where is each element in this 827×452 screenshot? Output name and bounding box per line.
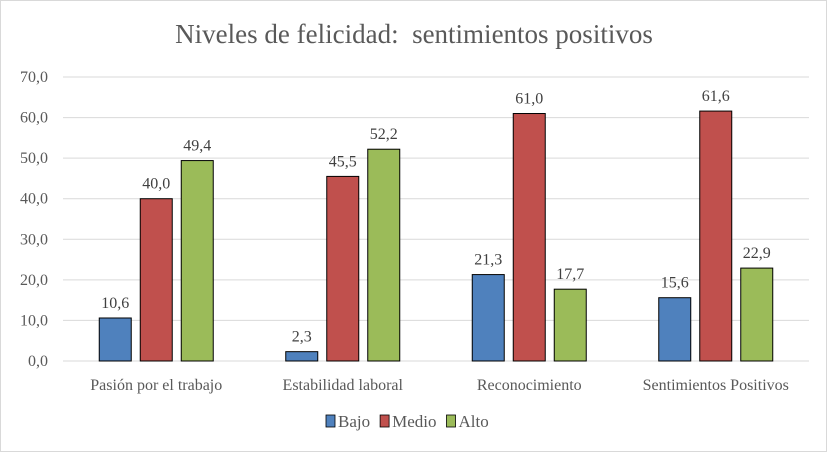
bar-bajo [98, 317, 132, 362]
bar-alto [367, 148, 401, 362]
bar-bajo [658, 297, 692, 362]
legend-label: Bajo [338, 412, 370, 431]
data-label: 61,6 [702, 88, 730, 105]
data-label: 15,6 [661, 275, 689, 292]
data-label: 21,3 [474, 252, 502, 269]
legend-label: Alto [459, 412, 489, 431]
x-tick-label: Estabilidad laboral [283, 377, 404, 394]
legend-label: Medio [392, 412, 436, 431]
x-tick-label: Pasión por el trabajo [90, 377, 222, 394]
data-label: 17,7 [556, 266, 584, 283]
data-label: 10,6 [101, 295, 129, 312]
bar-medio [699, 110, 733, 362]
y-tick-label: 30,0 [20, 231, 48, 248]
data-label: 45,5 [329, 153, 357, 170]
bar-medio [512, 113, 546, 362]
data-label: 52,2 [370, 126, 398, 143]
bar-bajo [471, 274, 505, 362]
chart-title: Niveles de felicidad: sentimientos posit… [175, 19, 653, 49]
bar-bajo [285, 351, 319, 362]
legend-swatch-alto [446, 414, 456, 428]
y-tick-label: 70,0 [20, 69, 48, 86]
data-label: 2,3 [292, 329, 312, 346]
y-tick-label: 60,0 [20, 110, 48, 127]
y-tick-label: 10,0 [20, 312, 48, 329]
data-label: 22,9 [743, 245, 771, 262]
y-tick-label: 20,0 [20, 272, 48, 289]
bar-medio [139, 198, 173, 362]
data-label: 61,0 [515, 91, 543, 108]
legend-swatch-medio [379, 414, 390, 428]
y-tick-label: 40,0 [20, 191, 48, 208]
data-label: 49,4 [183, 138, 211, 155]
bar-alto [553, 288, 587, 362]
x-tick-label: Sentimientos Positivos [643, 377, 789, 394]
y-tick-label: 50,0 [20, 150, 48, 167]
legend-swatch-bajo [325, 414, 336, 428]
bar-medio [326, 175, 360, 362]
y-tick-label: 0,0 [28, 353, 48, 370]
data-label: 40,0 [142, 176, 170, 193]
bar-alto [740, 267, 774, 362]
x-tick-label: Reconocimiento [477, 377, 582, 394]
bar-alto [180, 160, 214, 362]
